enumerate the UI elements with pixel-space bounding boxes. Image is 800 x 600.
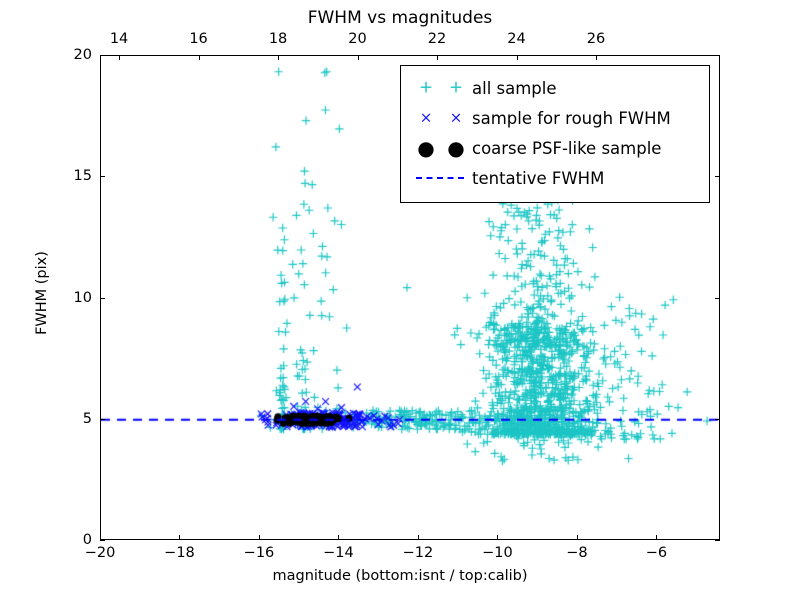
legend-label-all-sample: all sample xyxy=(472,78,557,98)
x-tick-label-top: 22 xyxy=(427,31,447,47)
x-tick-label-bottom: −10 xyxy=(482,545,513,561)
x-tickmark-bottom xyxy=(417,535,419,540)
y-tick-label: 20 xyxy=(73,47,92,63)
legend-marker-psf-sample: ● ● xyxy=(417,136,465,160)
y-axis-label: FWHM (pix) xyxy=(34,251,50,335)
x-tickmark-bottom xyxy=(497,535,499,540)
x-tick-label-bottom: −18 xyxy=(164,545,195,561)
x-tickmark-top xyxy=(437,55,439,60)
legend: + + all sample × × sample for rough FWHM… xyxy=(400,65,710,203)
x-tickmark-bottom xyxy=(100,535,101,540)
x-tick-label-top: 20 xyxy=(348,31,367,47)
x-tickmark-top xyxy=(516,55,518,60)
legend-label-psf-sample: coarse PSF-like sample xyxy=(472,138,662,158)
x-tickmark-top xyxy=(119,55,121,60)
legend-entry-tentative-fwhm: tentative FWHM xyxy=(410,163,700,193)
x-tickmark-bottom xyxy=(338,535,340,540)
x-tickmark-top xyxy=(357,55,359,60)
y-tick-label: 0 xyxy=(82,532,92,548)
legend-marker-rough-fwhm: × × xyxy=(419,108,463,127)
x-tickmark-bottom xyxy=(258,535,260,540)
y-tickmark-right xyxy=(715,540,720,541)
y-tick-label: 10 xyxy=(73,289,92,306)
y-tickmark-right xyxy=(715,176,720,178)
y-tickmark xyxy=(100,418,105,420)
legend-entry-rough-fwhm: × × sample for rough FWHM xyxy=(410,103,700,133)
legend-entry-all-sample: + + all sample xyxy=(410,73,700,103)
x-tick-label-top: 26 xyxy=(586,31,606,47)
x-tick-label-bottom: −20 xyxy=(84,545,116,561)
x-tick-label-bottom: −6 xyxy=(645,545,668,561)
y-tickmark-right xyxy=(715,418,720,420)
x-tickmark-bottom xyxy=(656,535,658,540)
legend-marker-tentative-fwhm xyxy=(410,167,472,189)
x-tick-label-bottom: −14 xyxy=(323,545,354,561)
y-tickmark-right xyxy=(715,55,720,56)
x-tick-label-bottom: −8 xyxy=(566,545,588,561)
y-tickmark xyxy=(100,176,105,178)
x-tickmark-top xyxy=(278,55,280,60)
legend-label-rough-fwhm: sample for rough FWHM xyxy=(472,108,671,128)
x-tick-label-top: 14 xyxy=(109,31,129,47)
x-tickmark-bottom xyxy=(179,535,181,540)
x-tickmark-top xyxy=(198,55,200,60)
y-tickmark-right xyxy=(715,297,720,299)
y-tickmark xyxy=(100,540,105,541)
x-tick-label-bottom: −16 xyxy=(243,545,275,561)
y-tick-label: 15 xyxy=(73,168,92,185)
x-axis-label: magnitude (bottom:isnt / top:calib) xyxy=(272,568,528,584)
x-tick-label-top: 18 xyxy=(268,31,288,47)
y-tickmark xyxy=(100,55,105,56)
page-title: FWHM vs magnitudes xyxy=(307,8,493,28)
x-tick-label-top: 16 xyxy=(189,31,208,47)
legend-marker-all-sample: + + xyxy=(418,77,464,98)
legend-label-tentative-fwhm: tentative FWHM xyxy=(472,168,605,188)
x-tick-label-top: 24 xyxy=(507,31,526,47)
x-tick-label-bottom: −12 xyxy=(402,545,434,561)
y-tick-label: 5 xyxy=(82,410,92,427)
legend-entry-psf-sample: ● ● coarse PSF-like sample xyxy=(410,133,700,163)
y-tickmark xyxy=(100,297,105,299)
x-tickmark-bottom xyxy=(576,535,578,540)
x-tickmark-top xyxy=(596,55,597,60)
